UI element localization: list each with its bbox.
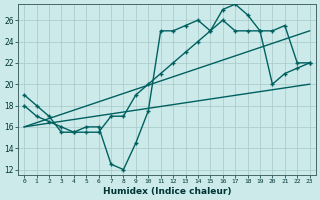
X-axis label: Humidex (Indice chaleur): Humidex (Indice chaleur) — [103, 187, 231, 196]
